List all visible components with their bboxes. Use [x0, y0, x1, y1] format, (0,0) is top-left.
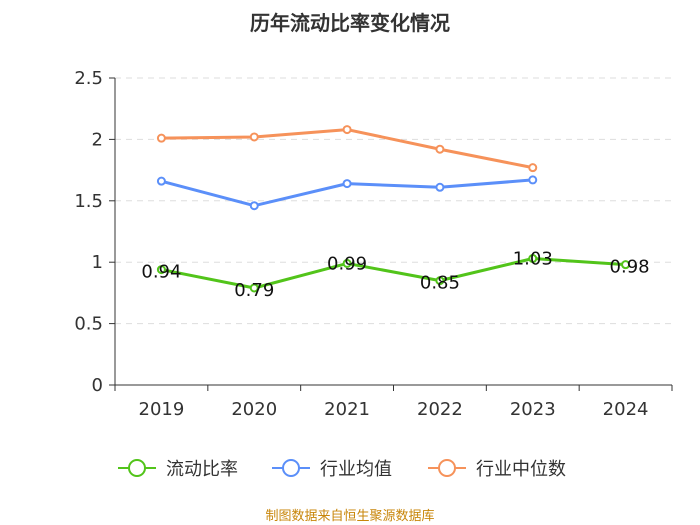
series-line-0 [161, 257, 626, 290]
data-labels: 0.94 0.79 0.99 0.85 1.03 0.98 [141, 249, 649, 301]
point-s0-2024 [621, 260, 631, 270]
legend-marker-2 [438, 459, 456, 477]
point-s0-2023 [528, 254, 538, 264]
y-tick-label-5: 2.5 [74, 68, 103, 89]
legend-marker-0 [128, 459, 146, 477]
point-s0-2020 [249, 283, 259, 293]
point-s1-2021 [342, 179, 352, 189]
y-tick-label-3: 1.5 [74, 191, 103, 212]
y-tick-label-2: 1 [92, 252, 103, 273]
point-s2-2023 [528, 163, 538, 173]
legend-marker-1 [282, 459, 300, 477]
data-label-2022: 0.85 [420, 273, 460, 294]
point-s0-2021 [342, 258, 352, 268]
chart-title: 历年流动比率变化情况 [250, 11, 450, 35]
x-tick-label-2021: 2021 [324, 399, 370, 420]
point-s1-2019 [156, 176, 166, 186]
y-tick-label-4: 2 [92, 129, 103, 150]
point-s1-2022 [435, 182, 445, 192]
point-s1-2020 [249, 201, 259, 211]
x-tick-label-2024: 2024 [603, 399, 649, 420]
point-s2-2019 [156, 133, 166, 143]
point-s0-2022 [435, 276, 445, 286]
data-label-2020: 0.79 [234, 280, 274, 301]
grid-lines [115, 77, 672, 325]
point-s1-2023 [528, 175, 538, 185]
legend-label-2: 行业中位数 [476, 459, 566, 480]
x-tick-label-2023: 2023 [510, 399, 556, 420]
data-label-2023: 1.03 [513, 249, 553, 270]
data-label-2024: 0.98 [610, 257, 650, 278]
data-label-2021: 0.99 [327, 253, 367, 274]
x-tick-label-2022: 2022 [417, 399, 463, 420]
legend: 流动比率 行业均值 行业中位数 [118, 459, 566, 480]
data-label-2019: 0.94 [141, 262, 181, 283]
x-tick-label-2019: 2019 [139, 399, 185, 420]
point-s2-2022 [435, 144, 445, 154]
point-s2-2021 [342, 125, 352, 135]
x-tick-label-2020: 2020 [231, 399, 277, 420]
source-note: 制图数据来自恒生聚源数据库 [265, 508, 434, 524]
legend-label-0: 流动比率 [166, 459, 238, 480]
point-s0-2019 [156, 265, 166, 275]
y-tick-label-0: 0 [92, 375, 103, 396]
legend-label-1: 行业均值 [320, 459, 392, 480]
series-group [156, 125, 631, 293]
series-line-2 [161, 128, 534, 170]
point-s2-2020 [249, 132, 259, 142]
y-tick-label-1: 0.5 [74, 314, 103, 335]
axes: 0 0.5 1 1.5 2 2.5 2019 2020 2021 2022 2023 2024 [74, 68, 673, 420]
